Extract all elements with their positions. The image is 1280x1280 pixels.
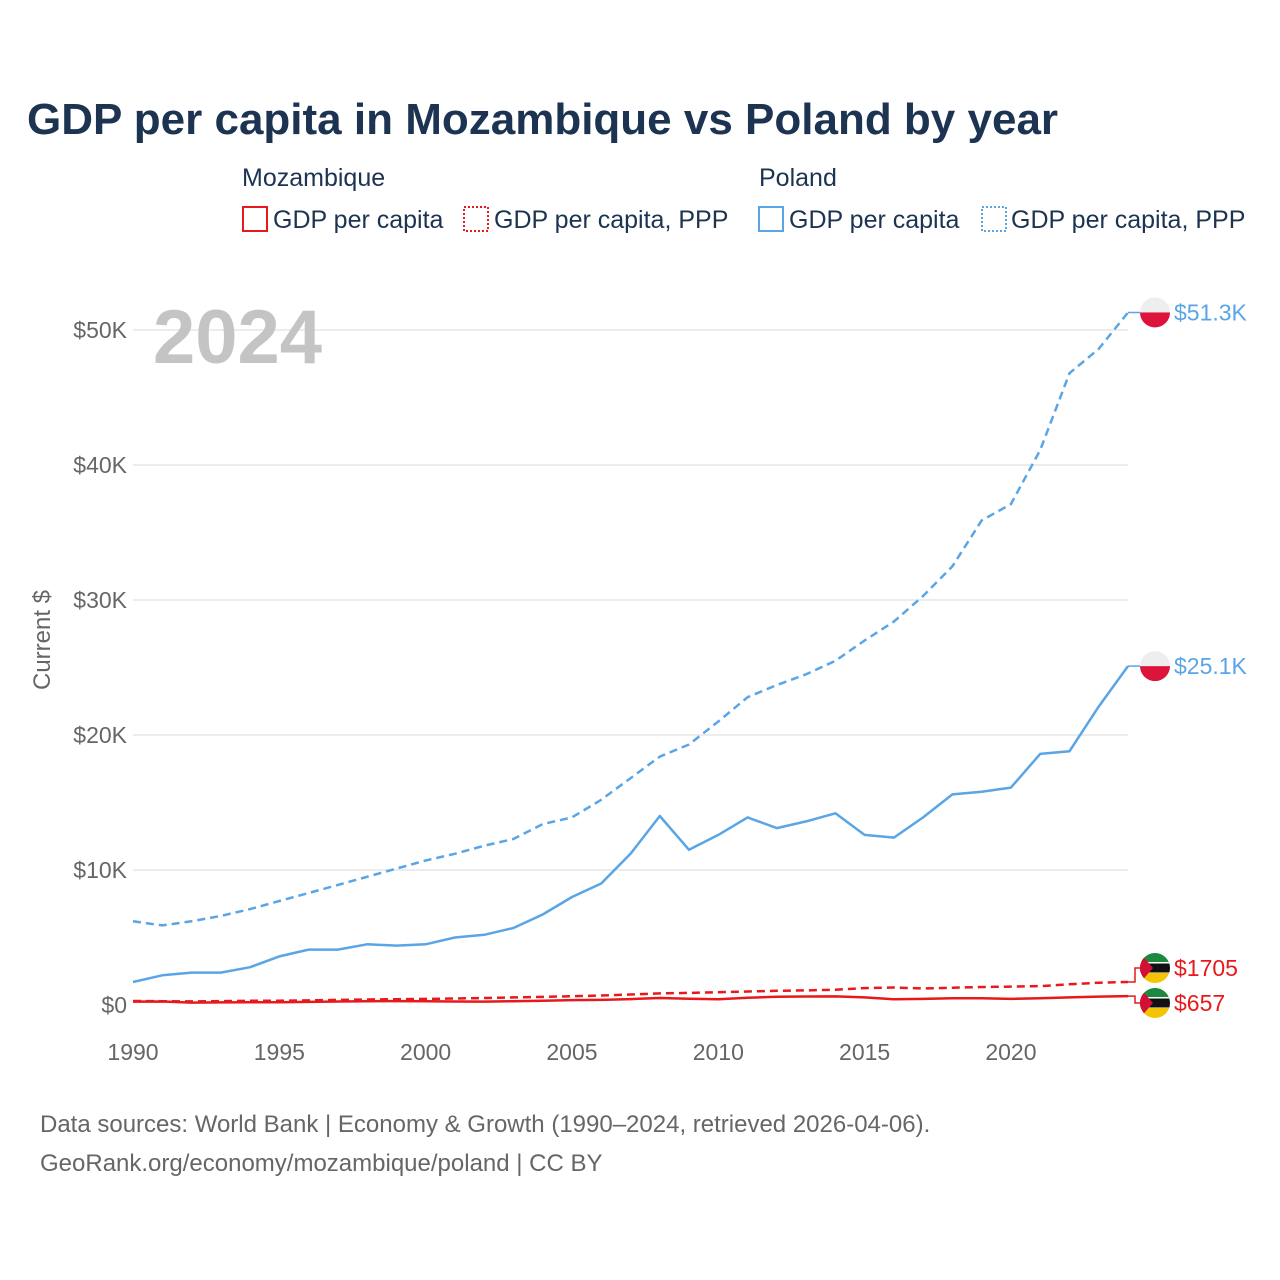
x-ticks: 1990 1995 2000 2005 2010 2015 2020 (107, 1039, 1036, 1065)
legend-item-pol-gdp: GDP per capita (789, 206, 960, 234)
poland-flag-icon-3 (1140, 297, 1170, 328)
chart-title: GDP per capita in Mozambique vs Poland b… (27, 95, 1058, 144)
y-tick-label-2: $20K (73, 722, 127, 748)
legend-item-moz-gdp: GDP per capita (273, 206, 444, 234)
current-year-label: 2024 (153, 295, 322, 380)
mozambique-flag-white1-0 (1140, 997, 1170, 999)
end-value-label-0: $657 (1174, 990, 1225, 1016)
mozambique-flag-green-1 (1140, 953, 1170, 963)
poland-flag-body-2 (1140, 651, 1170, 682)
series-line-mozambique-gdp-per-capita-ppp (132, 980, 1129, 1003)
y-tick-label-3: $30K (73, 587, 127, 613)
grid (133, 329, 1128, 871)
series-line-mozambique-gdp-per-capita (132, 994, 1129, 1004)
x-tick-label-5: 2015 (839, 1039, 890, 1065)
mozambique-flag-yellow-1 (1140, 973, 1170, 983)
mozambique-flag-black-0 (1140, 998, 1170, 1008)
x-tick-label-1: 1995 (254, 1039, 305, 1065)
end-value-label-2: $25.1K (1174, 653, 1248, 679)
legend-swatch-moz-ppp (463, 206, 489, 232)
y-tick-label-0: $0 (101, 992, 127, 1018)
mozambique-flag-yellow-0 (1140, 1008, 1170, 1018)
poland-flag-red-3 (1140, 312, 1170, 328)
x-tick-label-6: 2020 (985, 1039, 1036, 1065)
y-axis-label: Current $ (29, 590, 56, 690)
y-tick-label-4: $40K (73, 452, 127, 478)
x-tick-label-0: 1990 (107, 1039, 158, 1065)
mozambique-flag-triangle-1 (1140, 953, 1153, 983)
x-tick-label-3: 2005 (546, 1039, 597, 1065)
y-tick-label-1: $10K (73, 857, 127, 883)
poland-flag-white-3 (1140, 297, 1170, 313)
end-connector-0 (1128, 995, 1140, 1004)
mozambique-flag-body-1 (1140, 953, 1170, 983)
mozambique-flag-body-0 (1140, 988, 1170, 1018)
legend-swatch-moz-gdp (242, 206, 268, 232)
x-tick-label-4: 2010 (693, 1039, 744, 1065)
legend-group-mozambique: Mozambique (242, 164, 385, 192)
legend-item-moz-ppp: GDP per capita, PPP (494, 206, 728, 234)
mozambique-flag-white1-1 (1140, 962, 1170, 964)
y-ticks: $0 $10K $20K $30K $40K $50K (73, 317, 127, 1018)
legend-item-pol-ppp: GDP per capita, PPP (1011, 206, 1245, 234)
footer-link: GeoRank.org/economy/mozambique/poland | … (40, 1150, 603, 1177)
poland-flag-red-2 (1140, 666, 1170, 682)
footer-source: Data sources: World Bank | Economy & Gro… (40, 1111, 930, 1138)
end-markers: $657 $1705 $25.1K $51.3K (1128, 297, 1248, 1018)
mozambique-flag-icon-0 (1140, 988, 1170, 1018)
legend: Mozambique GDP per capita GDP per capita… (242, 164, 1245, 234)
series-line-poland-gdp-per-capita (132, 665, 1130, 984)
legend-swatch-pol-ppp (981, 206, 1007, 232)
series-lines (132, 311, 1130, 1004)
mozambique-flag-triangle-0 (1140, 988, 1153, 1018)
x-tick-label-2: 2000 (400, 1039, 451, 1065)
end-connector-1 (1128, 967, 1140, 983)
end-value-label-1: $1705 (1174, 955, 1238, 981)
y-tick-label-5: $50K (73, 317, 127, 343)
legend-group-poland: Poland (759, 164, 837, 192)
legend-swatch-pol-gdp (758, 206, 784, 232)
poland-flag-body-3 (1140, 297, 1170, 328)
mozambique-flag-icon-1 (1140, 953, 1170, 983)
end-value-label-3: $51.3K (1174, 299, 1248, 325)
poland-flag-icon-2 (1140, 651, 1170, 682)
mozambique-flag-black-1 (1140, 963, 1170, 973)
mozambique-flag-green-0 (1140, 988, 1170, 998)
poland-flag-white-2 (1140, 651, 1170, 667)
series-line-poland-gdp-per-capita-ppp (132, 311, 1129, 927)
